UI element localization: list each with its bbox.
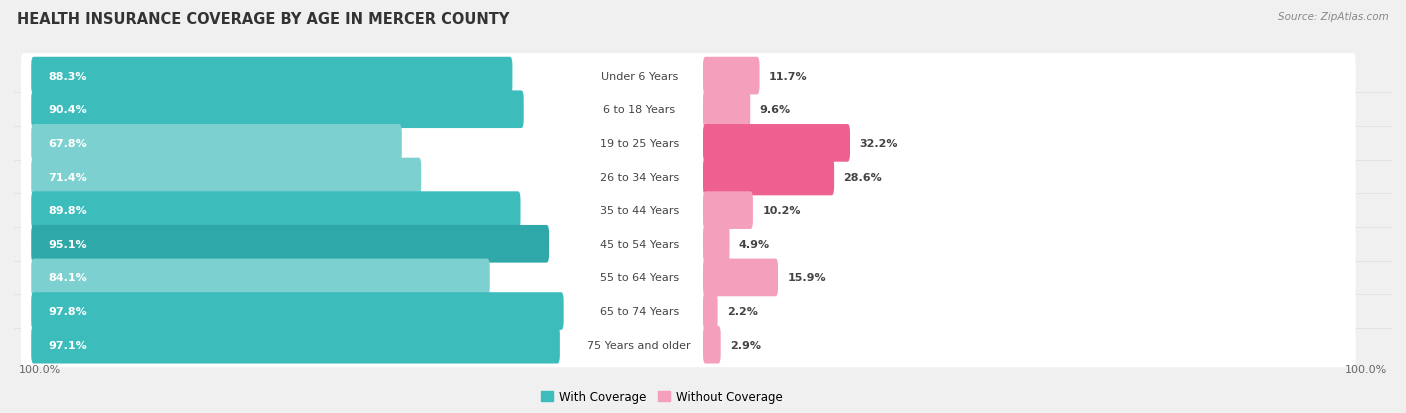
Text: 90.4%: 90.4% [48, 105, 87, 115]
FancyBboxPatch shape [31, 158, 422, 196]
FancyBboxPatch shape [703, 125, 851, 162]
FancyBboxPatch shape [21, 88, 1355, 133]
Text: 75 Years and older: 75 Years and older [588, 340, 692, 350]
FancyBboxPatch shape [31, 225, 550, 263]
Text: 15.9%: 15.9% [787, 273, 825, 283]
Text: 65 to 74 Years: 65 to 74 Years [599, 306, 679, 316]
Text: 100.0%: 100.0% [18, 364, 62, 374]
Text: 97.8%: 97.8% [48, 306, 87, 316]
Text: 45 to 54 Years: 45 to 54 Years [599, 239, 679, 249]
Text: 71.4%: 71.4% [48, 172, 87, 182]
Text: 95.1%: 95.1% [48, 239, 87, 249]
Text: 89.8%: 89.8% [48, 206, 87, 216]
FancyBboxPatch shape [703, 292, 717, 330]
Text: 35 to 44 Years: 35 to 44 Years [599, 206, 679, 216]
FancyBboxPatch shape [703, 225, 730, 263]
Text: 4.9%: 4.9% [738, 239, 770, 249]
FancyBboxPatch shape [31, 326, 560, 364]
Text: 84.1%: 84.1% [48, 273, 87, 283]
Text: Under 6 Years: Under 6 Years [600, 71, 678, 81]
FancyBboxPatch shape [21, 289, 1355, 334]
Text: HEALTH INSURANCE COVERAGE BY AGE IN MERCER COUNTY: HEALTH INSURANCE COVERAGE BY AGE IN MERC… [17, 12, 509, 27]
FancyBboxPatch shape [21, 54, 1355, 99]
Legend: With Coverage, Without Coverage: With Coverage, Without Coverage [536, 385, 787, 408]
Text: 26 to 34 Years: 26 to 34 Years [599, 172, 679, 182]
Text: 10.2%: 10.2% [762, 206, 801, 216]
Text: 19 to 25 Years: 19 to 25 Years [599, 138, 679, 149]
FancyBboxPatch shape [703, 326, 721, 364]
Text: 97.1%: 97.1% [48, 340, 87, 350]
FancyBboxPatch shape [703, 259, 778, 297]
FancyBboxPatch shape [21, 222, 1355, 267]
Text: 2.9%: 2.9% [730, 340, 761, 350]
FancyBboxPatch shape [703, 91, 751, 129]
Text: 67.8%: 67.8% [48, 138, 87, 149]
Text: 32.2%: 32.2% [859, 138, 898, 149]
Text: 88.3%: 88.3% [48, 71, 87, 81]
Text: 9.6%: 9.6% [759, 105, 790, 115]
Text: 11.7%: 11.7% [769, 71, 807, 81]
Text: 55 to 64 Years: 55 to 64 Years [600, 273, 679, 283]
FancyBboxPatch shape [21, 154, 1355, 199]
FancyBboxPatch shape [31, 91, 523, 129]
FancyBboxPatch shape [703, 192, 754, 230]
Text: Source: ZipAtlas.com: Source: ZipAtlas.com [1278, 12, 1389, 22]
FancyBboxPatch shape [31, 125, 402, 162]
FancyBboxPatch shape [21, 121, 1355, 166]
Text: 28.6%: 28.6% [844, 172, 882, 182]
Text: 2.2%: 2.2% [727, 306, 758, 316]
Text: 100.0%: 100.0% [1344, 364, 1388, 374]
FancyBboxPatch shape [21, 323, 1355, 367]
FancyBboxPatch shape [703, 158, 834, 196]
FancyBboxPatch shape [21, 255, 1355, 300]
FancyBboxPatch shape [31, 57, 512, 95]
FancyBboxPatch shape [21, 188, 1355, 233]
FancyBboxPatch shape [31, 192, 520, 230]
Text: 6 to 18 Years: 6 to 18 Years [603, 105, 675, 115]
FancyBboxPatch shape [31, 292, 564, 330]
FancyBboxPatch shape [31, 259, 489, 297]
FancyBboxPatch shape [703, 57, 759, 95]
